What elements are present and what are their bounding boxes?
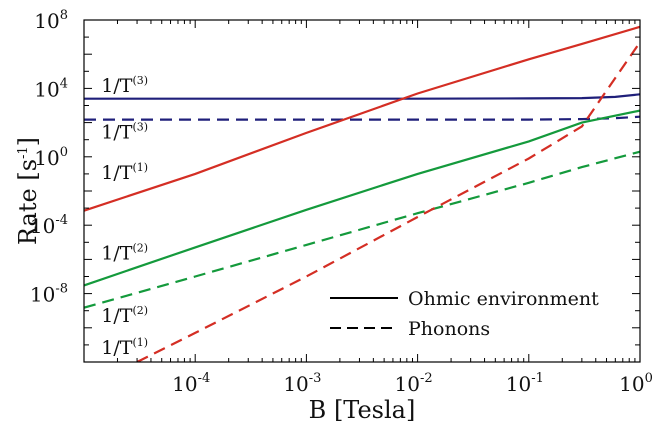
x-axis-label: B [Tesla] bbox=[309, 396, 416, 424]
tick-layer: 10-4 10-3 10-2 10-1 100 108 104 100 10-4 10-8 bbox=[30, 8, 653, 396]
legend-label-ohmic: Ohmic environment bbox=[408, 288, 599, 310]
curve-layer bbox=[84, 25, 640, 362]
y-axis-label: Rate [s-1] bbox=[14, 137, 42, 245]
series-line-T1-ohmic bbox=[84, 25, 640, 212]
curve-label-layer: 1/T(3) 1/T(3) 1/T(1) 1/T(2) 1/T(2) 1/T(1) bbox=[101, 74, 148, 359]
curve-label-T2-phonon: 1/T(2) bbox=[101, 304, 148, 327]
y-axis-label-main: Rate [s bbox=[14, 159, 42, 245]
x-tick-label: 10-1 bbox=[506, 371, 544, 396]
legend: Ohmic environment Phonons bbox=[330, 288, 599, 340]
series-line-T2-phonon bbox=[84, 150, 640, 309]
y-tick-label: 100 bbox=[34, 145, 68, 170]
x-tick-label: 10-4 bbox=[172, 371, 210, 396]
series-line-T3-phonon bbox=[84, 115, 640, 121]
y-tick-label: 108 bbox=[34, 8, 68, 33]
curve-label-T1-ohmic: 1/T(1) bbox=[101, 161, 148, 184]
curve-label-T2-ohmic: 1/T(2) bbox=[101, 241, 148, 264]
legend-label-phonons: Phonons bbox=[408, 318, 490, 340]
series-line-T2-ohmic bbox=[84, 109, 640, 287]
series-line-T1-phonon bbox=[136, 41, 640, 362]
x-tick-label: 10-2 bbox=[395, 371, 433, 396]
y-axis-label-tail: ] bbox=[14, 137, 42, 146]
series-line-T3-ohmic bbox=[84, 93, 640, 100]
curve-label-T3-phonon: 1/T(3) bbox=[101, 120, 148, 143]
x-tick-label: 100 bbox=[619, 371, 653, 396]
y-axis-label-exp: -1 bbox=[16, 146, 31, 159]
y-tick-label: 10-4 bbox=[30, 213, 68, 238]
x-tick-label: 10-3 bbox=[283, 371, 321, 396]
y-tick-label: 104 bbox=[34, 76, 68, 101]
y-tick-label: 10-8 bbox=[30, 282, 68, 307]
curve-label-T1-phonon: 1/T(1) bbox=[101, 336, 148, 359]
curve-label-T3-ohmic: 1/T(3) bbox=[101, 74, 148, 97]
